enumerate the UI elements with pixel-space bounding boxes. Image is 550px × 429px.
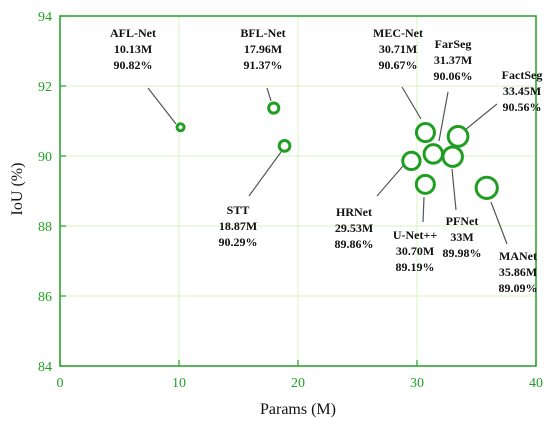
axis-layer: 0 10 20 30 40 84 86 88 90 92 94 — [38, 10, 543, 391]
leader-line-bfl-net — [266, 87, 272, 102]
scatter-point-factseg — [446, 125, 470, 148]
y-tick-label: 86 — [38, 290, 52, 305]
scatter-point-hrnet — [401, 150, 422, 172]
data-label-factseg: FactSeg 33.45M 90.56% — [502, 68, 543, 114]
scatter-point-afl-net — [175, 122, 186, 133]
leader-line-hrnet — [376, 165, 404, 197]
y-tick-label: 90 — [38, 150, 52, 165]
scatter-point-pfnet — [441, 145, 464, 168]
y-axis-title: IoU (%) — [9, 163, 26, 216]
y-tick-label: 84 — [38, 360, 52, 375]
y-tick-label: 92 — [38, 80, 52, 95]
data-label-mec-net: MEC-Net 30.71M 90.67% — [373, 26, 423, 72]
x-tick-label: 40 — [529, 376, 543, 391]
data-label-pfnet: PFNet 33M 89.98% — [443, 214, 482, 260]
leader-layer — [147, 86, 508, 245]
data-label-u-net-plus-plus: U-Net++ 30.70M 89.19% — [393, 228, 437, 274]
scatter-point-manet — [474, 175, 499, 200]
x-axis-title: Params (M) — [260, 401, 336, 418]
scatter-point-bfl-net — [267, 101, 281, 115]
data-label-manet: MANet 35.86M 89.09% — [499, 249, 538, 295]
data-label-farseg: FarSeg 31.37M 90.06% — [434, 37, 473, 83]
data-label-hrnet: HRNet 29.53M 89.86% — [335, 205, 374, 251]
leader-line-mec-net — [401, 86, 422, 120]
axis-title-layer: Params (M) IoU (%) — [9, 163, 336, 418]
data-label-afl-net: AFL-Net 10.13M 90.82% — [110, 26, 156, 72]
x-tick-label: 30 — [410, 376, 424, 391]
scatter-point-u-net-plus-plus — [414, 173, 436, 195]
leader-line-stt — [248, 151, 282, 197]
leader-line-afl-net — [147, 87, 177, 125]
x-tick-label: 10 — [172, 376, 186, 391]
x-tick-label: 0 — [57, 376, 64, 391]
scatter-point-stt — [277, 139, 292, 153]
leader-line-farseg — [438, 91, 449, 142]
leader-line-manet — [490, 201, 508, 245]
leader-line-factseg — [464, 103, 498, 131]
y-tick-label: 94 — [38, 10, 52, 25]
scatter-point-farseg — [422, 143, 445, 165]
scatter-point-mec-net — [414, 122, 436, 144]
y-tick-label: 88 — [38, 220, 52, 235]
data-label-stt: STT 18.87M 90.29% — [219, 203, 258, 249]
leader-line-u-net-plus-plus — [422, 196, 425, 223]
data-label-bfl-net: BFL-Net 17.96M 91.37% — [240, 26, 285, 72]
label-layer: AFL-Net 10.13M 90.82% BFL-Net 17.96M 91.37% ST… — [110, 26, 542, 295]
point-layer — [175, 101, 499, 200]
x-tick-label: 20 — [291, 376, 305, 391]
leader-line-pfnet — [451, 168, 457, 211]
